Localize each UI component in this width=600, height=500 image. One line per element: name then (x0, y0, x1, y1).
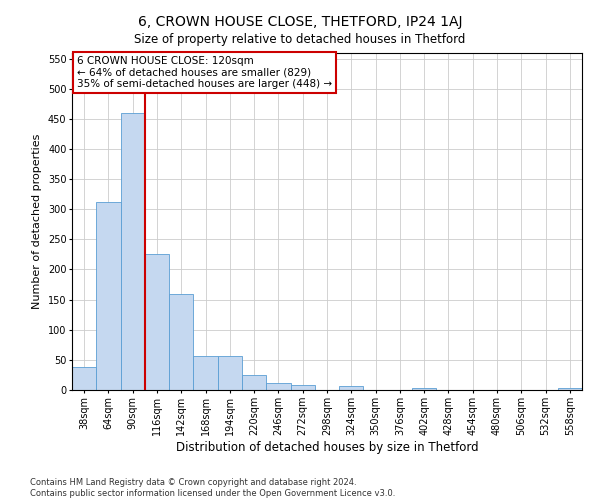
Text: Size of property relative to detached houses in Thetford: Size of property relative to detached ho… (134, 32, 466, 46)
Bar (121, 114, 145, 390)
Bar (266, 384, 290, 390)
Bar (169, 294, 193, 390)
Bar (558, 388, 582, 390)
Bar (193, 356, 218, 390)
Bar (242, 375, 266, 390)
X-axis label: Distribution of detached houses by size in Thetford: Distribution of detached houses by size … (176, 440, 478, 454)
Bar (218, 356, 242, 390)
Bar (96, 202, 121, 390)
Bar (339, 386, 364, 390)
Bar (72, 367, 96, 390)
Text: Contains HM Land Registry data © Crown copyright and database right 2024.
Contai: Contains HM Land Registry data © Crown c… (30, 478, 395, 498)
Bar (290, 384, 315, 390)
Text: 6 CROWN HOUSE CLOSE: 120sqm
← 64% of detached houses are smaller (829)
35% of se: 6 CROWN HOUSE CLOSE: 120sqm ← 64% of det… (77, 56, 332, 89)
Bar (412, 388, 436, 390)
Y-axis label: Number of detached properties: Number of detached properties (32, 134, 42, 309)
Bar (145, 254, 169, 390)
Text: 6, CROWN HOUSE CLOSE, THETFORD, IP24 1AJ: 6, CROWN HOUSE CLOSE, THETFORD, IP24 1AJ (138, 15, 462, 29)
